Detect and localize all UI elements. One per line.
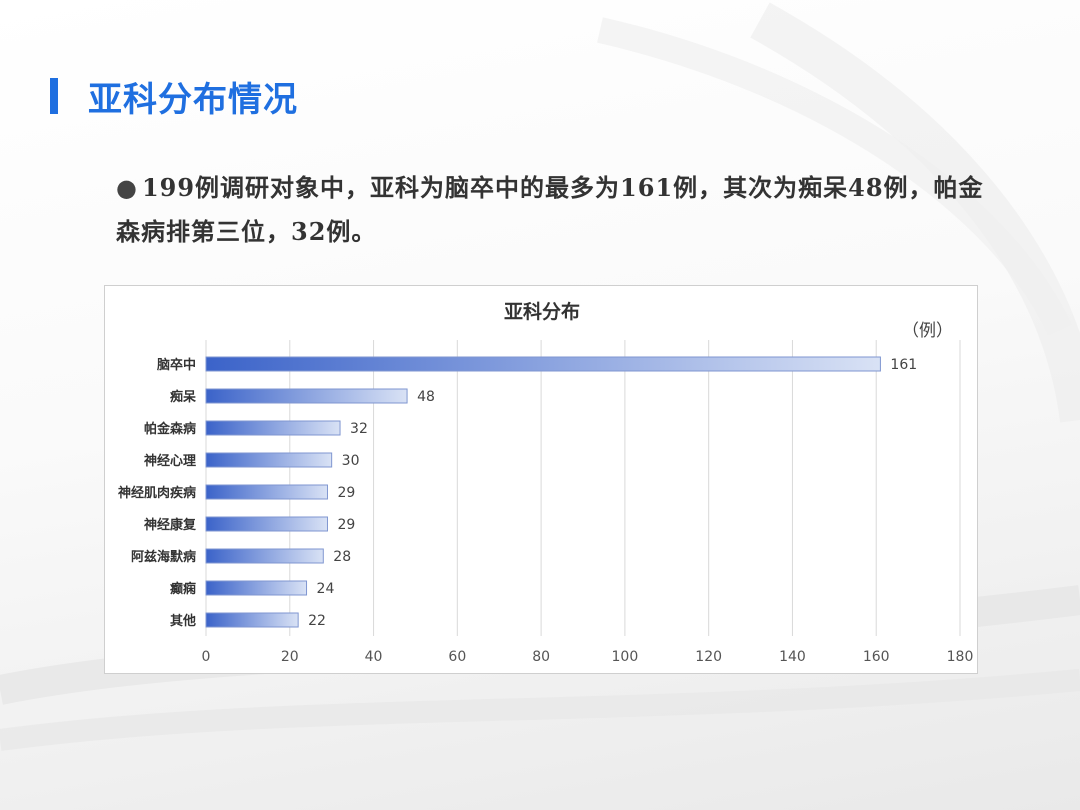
bar	[205, 548, 324, 564]
data-label: 28	[333, 549, 351, 565]
x-tick-label: 20	[281, 649, 299, 665]
x-tick-label: 80	[532, 649, 550, 665]
slide-title: 亚科分布情况	[88, 80, 298, 120]
data-label: 48	[417, 389, 435, 405]
x-tick-label: 140	[779, 649, 806, 665]
x-tick-label: 180	[947, 649, 974, 665]
data-label: 29	[337, 485, 355, 501]
bar	[205, 612, 299, 628]
category-label: 帕金森病	[144, 421, 196, 437]
category-label: 神经心理	[144, 453, 196, 469]
unit-label: （例）	[902, 321, 953, 341]
x-tick-label: 60	[448, 649, 466, 665]
chart-panel: 亚科分布 （例） 0 20 40 60 80 100 120 140 160 180 脑卒中 161 痴…	[104, 285, 978, 674]
x-tick-label: 40	[365, 649, 383, 665]
category-label: 神经肌肉疾病	[118, 485, 196, 501]
data-label: 32	[350, 421, 368, 437]
bar	[205, 484, 328, 500]
x-tick-label: 160	[863, 649, 890, 665]
data-label: 24	[317, 581, 335, 597]
bar	[205, 356, 881, 372]
category-label: 阿兹海默病	[131, 549, 196, 565]
title-accent-bar	[50, 78, 58, 114]
data-label: 29	[337, 517, 355, 533]
bar	[205, 420, 341, 436]
bullet-paragraph: ● 199例调研对象中，亚科为脑卒中的最多为161例，其次为痴呆48例，帕金森病排…	[116, 166, 996, 254]
category-label: 癫痫	[170, 581, 196, 597]
category-label: 痴呆	[170, 389, 197, 405]
bar	[205, 452, 333, 468]
data-label: 30	[342, 453, 360, 469]
bullet-text: 199例调研对象中，亚科为脑卒中的最多为161例，其次为痴呆48例，帕金森病排第…	[116, 173, 984, 246]
bar	[205, 388, 408, 404]
x-tick-label: 100	[612, 649, 639, 665]
category-label: 神经康复	[144, 517, 197, 533]
data-label: 161	[890, 357, 917, 373]
category-label: 其他	[170, 613, 196, 629]
bar	[205, 516, 328, 532]
data-label: 22	[308, 613, 326, 629]
chart-title: 亚科分布	[504, 300, 580, 323]
x-tick-label: 120	[695, 649, 722, 665]
bar-chart: 亚科分布 （例） 0 20 40 60 80 100 120 140 160 180 脑卒中 161 痴…	[118, 300, 974, 665]
bar	[205, 580, 308, 596]
bullet-dot-icon: ●	[116, 173, 138, 202]
x-tick-label: 0	[202, 649, 211, 665]
category-label: 脑卒中	[157, 357, 196, 373]
